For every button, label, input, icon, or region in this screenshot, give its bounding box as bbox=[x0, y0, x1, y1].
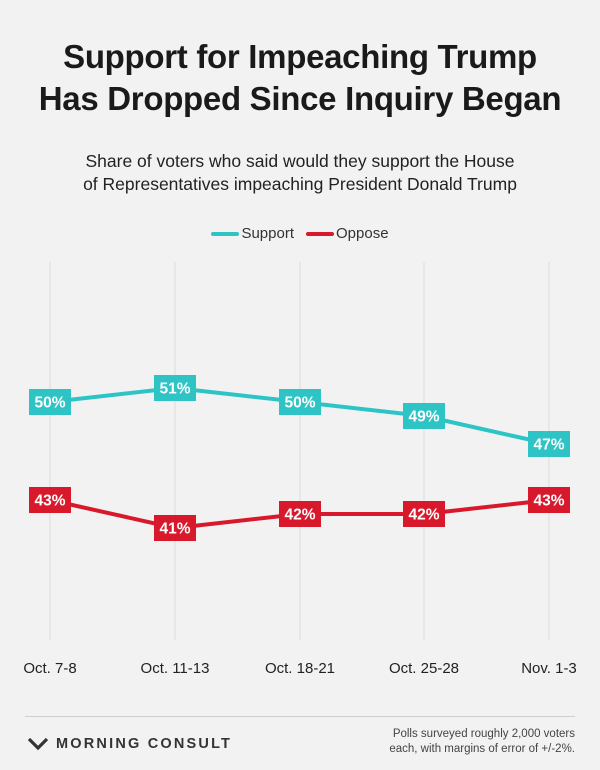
data-label-text: 49% bbox=[408, 409, 439, 426]
morning-consult-logo: MORNING CONSULT bbox=[28, 736, 232, 752]
data-point-marker bbox=[29, 389, 71, 415]
x-tick-label: Oct. 7-8 bbox=[23, 660, 76, 677]
legend-swatch-oppose bbox=[306, 231, 334, 236]
data-label-text: 41% bbox=[159, 521, 190, 538]
methodology-note-line-1: Polls surveyed roughly 2,000 voters bbox=[392, 728, 575, 740]
data-point-marker bbox=[279, 389, 321, 415]
footer-divider bbox=[25, 716, 575, 717]
legend-item-oppose: Oppose bbox=[306, 225, 389, 242]
morning-consult-logo-icon bbox=[28, 737, 48, 751]
x-tick-label: Oct. 18-21 bbox=[265, 660, 335, 677]
data-label-text: 43% bbox=[533, 493, 564, 510]
chart-title-line-2: Has Dropped Since Inquiry Began bbox=[38, 80, 562, 117]
chart-subtitle: Share of voters who said would they supp… bbox=[0, 150, 600, 196]
data-label-oppose: 43% bbox=[528, 487, 570, 513]
data-point-marker bbox=[279, 501, 321, 527]
x-tick-label: Nov. 1-3 bbox=[521, 660, 577, 677]
data-label-text: 42% bbox=[284, 507, 315, 524]
data-label-support: 51% bbox=[154, 375, 196, 401]
data-label-support: 49% bbox=[403, 403, 445, 429]
data-label-oppose: 42% bbox=[279, 501, 321, 527]
data-label-support: 47% bbox=[528, 431, 570, 457]
data-point-marker bbox=[528, 431, 570, 457]
data-label-oppose: 43% bbox=[29, 487, 71, 513]
data-label-oppose: 41% bbox=[154, 515, 196, 541]
legend-label-oppose: Oppose bbox=[336, 225, 389, 242]
data-point-marker bbox=[154, 515, 196, 541]
data-label-oppose: 42% bbox=[403, 501, 445, 527]
chart-title-line-1: Support for Impeaching Trump bbox=[63, 38, 537, 75]
chart-subtitle-line-2: of Representatives impeaching President … bbox=[83, 174, 517, 194]
data-point-marker bbox=[154, 375, 196, 401]
legend-swatch-support bbox=[211, 231, 240, 236]
data-point-marker bbox=[528, 487, 570, 513]
data-label-text: 43% bbox=[34, 493, 65, 510]
x-tick-label: Oct. 25-28 bbox=[389, 660, 459, 677]
data-label-support: 50% bbox=[279, 389, 321, 415]
data-label-text: 51% bbox=[159, 381, 190, 398]
x-tick-label: Oct. 11-13 bbox=[141, 660, 210, 677]
data-label-support: 50% bbox=[29, 389, 71, 415]
chart-title: Support for Impeaching Trump Has Dropped… bbox=[0, 36, 600, 120]
methodology-note-line-2: each, with margins of error of +/-2%. bbox=[389, 743, 575, 755]
methodology-note: Polls surveyed roughly 2,000 voters each… bbox=[355, 727, 575, 757]
logo-text: MORNING CONSULT bbox=[56, 736, 233, 752]
data-point-marker bbox=[403, 501, 445, 527]
data-point-marker bbox=[403, 403, 445, 429]
data-label-text: 47% bbox=[533, 437, 564, 454]
data-point-marker bbox=[29, 487, 71, 513]
data-label-text: 42% bbox=[408, 507, 439, 524]
legend-item-support: Support bbox=[211, 225, 294, 242]
data-label-text: 50% bbox=[284, 395, 315, 412]
chart-legend: Support Oppose bbox=[0, 225, 600, 242]
legend-label-support: Support bbox=[241, 225, 294, 242]
data-label-text: 50% bbox=[34, 395, 65, 412]
chart-subtitle-line-1: Share of voters who said would they supp… bbox=[85, 151, 515, 171]
line-chart: Oct. 7-8 Oct. 11-13 Oct. 18-21 Oct. 25-28 No… bbox=[23, 262, 577, 677]
